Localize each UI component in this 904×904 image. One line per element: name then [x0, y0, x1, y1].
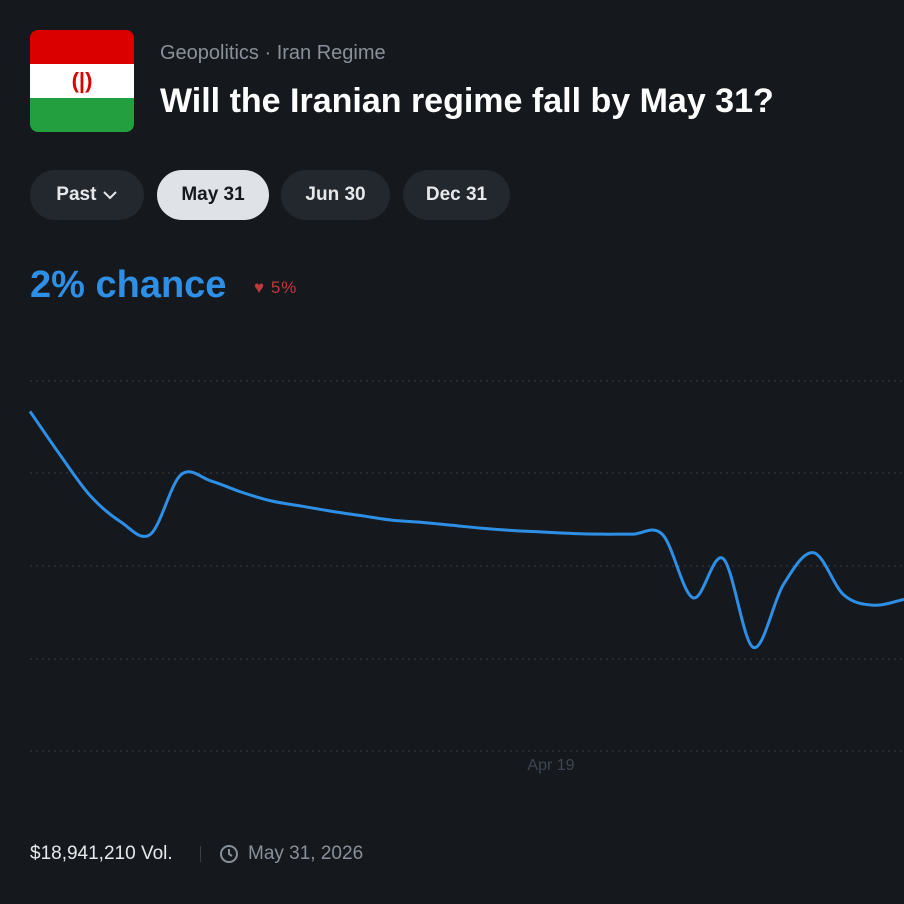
breadcrumb: Geopolitics · Iran Regime — [160, 42, 386, 64]
volume: $18,941,210 Vol. — [30, 843, 173, 864]
tab[interactable]: Dec 31 — [403, 170, 510, 220]
grid — [30, 380, 904, 752]
clock-icon — [220, 845, 238, 863]
tab[interactable]: Past — [30, 170, 144, 220]
tab[interactable]: May 31 — [157, 170, 269, 220]
svg-text:(|): (|) — [72, 68, 93, 93]
category[interactable]: Geopolitics — [160, 42, 259, 64]
subcategory[interactable]: Iran Regime — [276, 42, 386, 64]
divider — [200, 846, 201, 862]
chevron — [102, 191, 117, 200]
title: Will the Iranian regime fall by May 31? — [160, 82, 774, 120]
chance: 2% chance — [30, 264, 227, 306]
tab[interactable]: Jun 30 — [281, 170, 390, 220]
x-tick-label: Apr 19 — [527, 757, 574, 774]
flag-icon: (|) — [30, 30, 134, 132]
chart: Apr 19 — [28, 380, 904, 774]
end-date: May 31, 2026 — [248, 843, 364, 864]
change-value: 5% — [270, 278, 298, 297]
change: ♥ 5% — [254, 278, 298, 297]
price-line — [28, 410, 904, 649]
